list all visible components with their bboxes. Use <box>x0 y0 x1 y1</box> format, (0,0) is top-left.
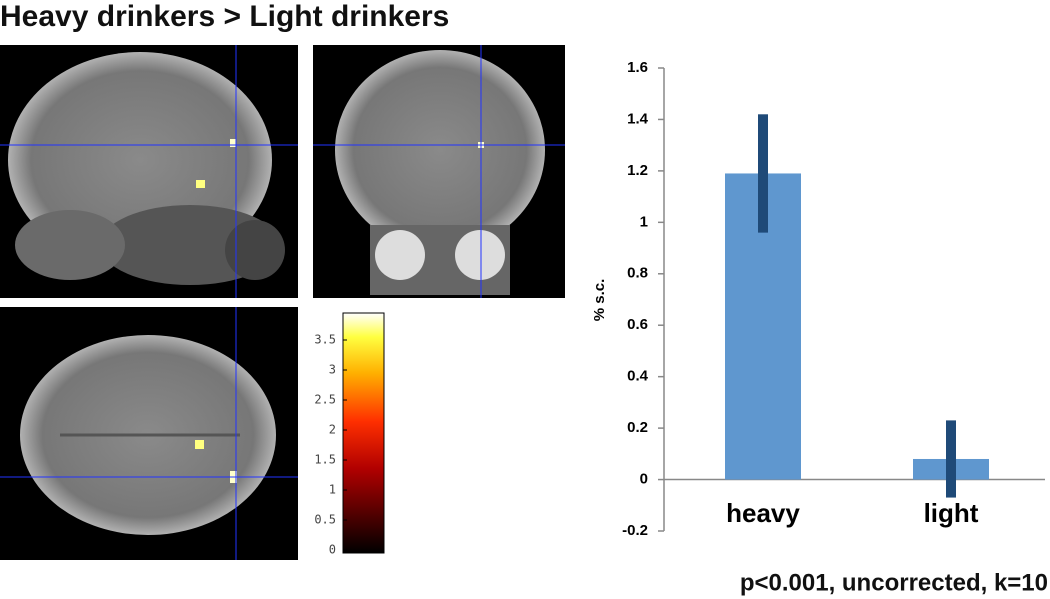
colorbar-tick-label: 3.5 <box>314 333 336 347</box>
y-tick-label: -0.2 <box>622 522 648 539</box>
colorbar-tick-label: 0 <box>329 543 336 557</box>
colorbar-tick-label: 3 <box>329 363 336 377</box>
y-tick-label: 1.4 <box>627 110 649 127</box>
colorbar-tick-label: 1.5 <box>314 453 336 467</box>
coronal-view <box>313 45 565 298</box>
y-tick-label: 0.2 <box>627 419 648 436</box>
y-tick-label: 1 <box>640 213 648 230</box>
y-tick-label: 1.2 <box>627 162 648 179</box>
colorbar-tick-label: 1 <box>329 483 336 497</box>
y-tick-label: 0.4 <box>627 368 649 385</box>
title: Heavy drinkers > Light drinkers <box>0 0 449 33</box>
y-tick-label: 0 <box>640 471 648 488</box>
colorbar <box>342 312 385 554</box>
sagittal-view <box>0 45 298 298</box>
x-tick-label: heavy <box>726 498 800 528</box>
colorbar-tick-label: 0.5 <box>314 513 336 527</box>
error-bar <box>758 114 768 233</box>
y-axis-label: % s.c. <box>591 279 608 322</box>
axial-view <box>0 307 298 560</box>
error-bar <box>946 420 956 498</box>
y-tick-label: 0.8 <box>627 265 648 282</box>
footnote: p<0.001, uncorrected, k=10 <box>740 569 1048 596</box>
y-tick-label: 1.6 <box>627 59 648 76</box>
colorbar-tick-label: 2 <box>329 423 336 437</box>
y-tick-label: 0.6 <box>627 316 648 333</box>
colorbar-tick-label: 2.5 <box>314 393 336 407</box>
x-tick-label: light <box>924 498 979 528</box>
